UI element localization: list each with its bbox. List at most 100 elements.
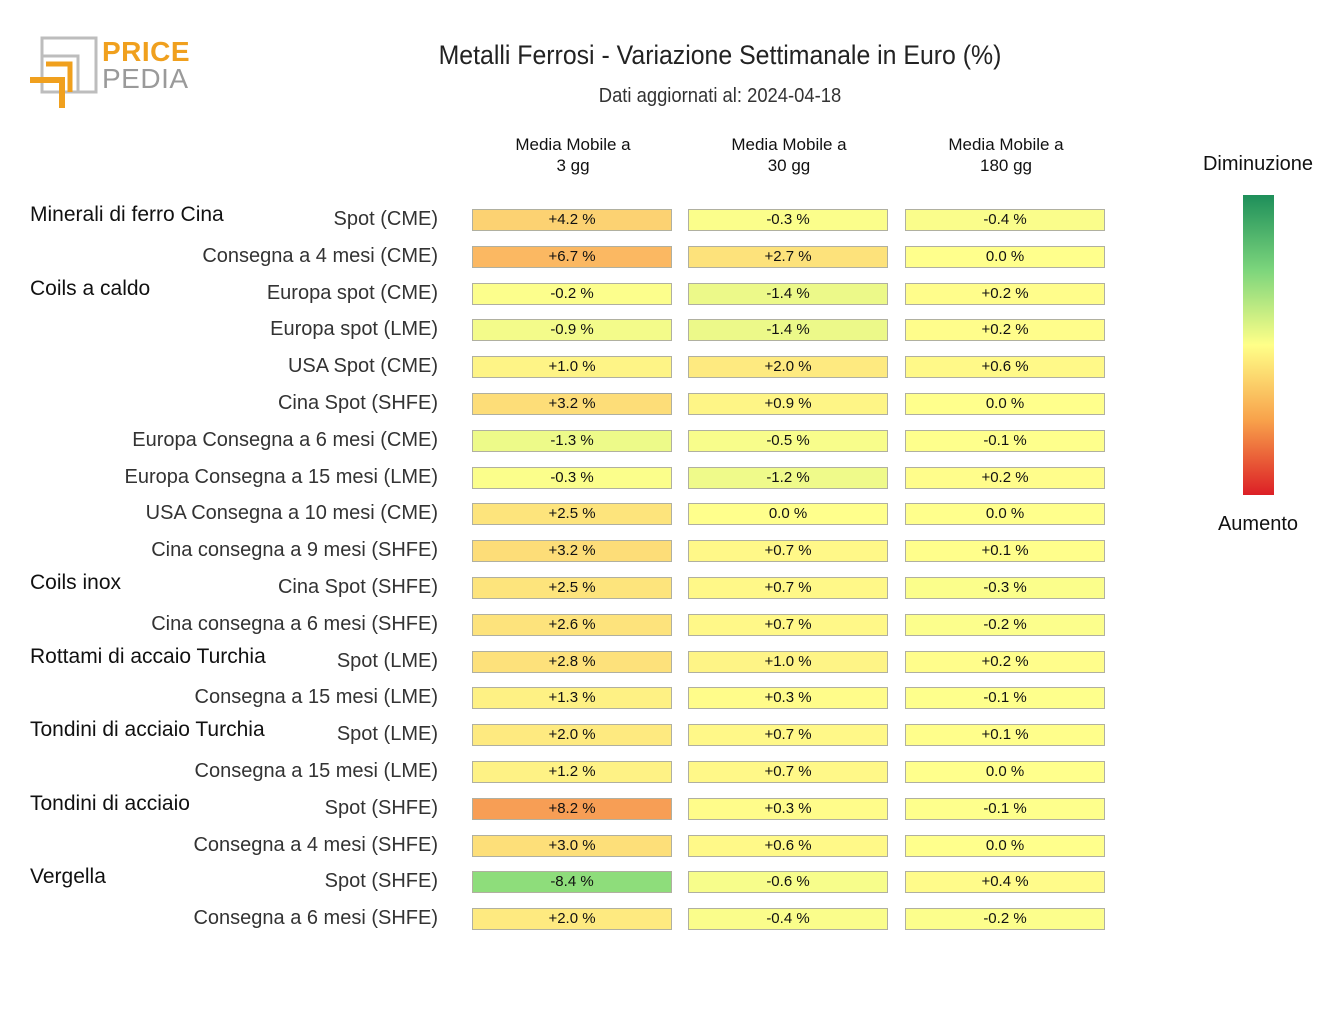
heatmap-cell: 0.0 % — [905, 393, 1105, 415]
row-label: Consegna a 4 mesi (CME) — [202, 244, 438, 267]
row-label: Cina Spot (SHFE) — [277, 392, 438, 414]
row-label: Cina Spot (SHFE) — [277, 576, 438, 598]
row-label: Spot (LME) — [336, 649, 438, 672]
heatmap-cell: -1.3 % — [472, 429, 672, 452]
heatmap-cell: +2.5 % — [472, 503, 672, 526]
legend-top-label: Diminuzione — [1202, 153, 1314, 175]
heatmap-cell: +0.3 % — [688, 797, 888, 820]
heatmap-cell: +0.4 % — [905, 871, 1105, 894]
row-label: Consegna a 15 mesi (LME) — [194, 760, 438, 782]
column-header-line: Media Mobile a — [731, 135, 847, 154]
heatmap-cell: -8.4 % — [472, 871, 672, 894]
heatmap-cell: -0.1 % — [905, 429, 1105, 452]
heatmap-cell: +0.2 % — [905, 650, 1105, 673]
heatmap-cell: -0.3 % — [905, 577, 1105, 599]
column-header-line: Media Mobile a — [948, 135, 1064, 154]
legend-bottom-label: Aumento — [1217, 513, 1299, 535]
heatmap-cell: 0.0 % — [905, 245, 1105, 268]
row-label: Consegna a 4 mesi (SHFE) — [193, 833, 438, 856]
heatmap-cell: +2.7 % — [688, 245, 888, 268]
heatmap-cell: +0.2 % — [905, 466, 1105, 489]
row-label: Europa spot (CME) — [266, 281, 438, 304]
group-label: Minerali di ferro Cina — [30, 203, 224, 226]
column-header-2: Media Mobile a 30 gg — [688, 134, 890, 176]
heatmap-cell: +0.7 % — [688, 724, 888, 747]
heatmap-cell: +1.3 % — [472, 687, 672, 710]
row-label: Cina consegna a 9 mesi (SHFE) — [151, 539, 438, 562]
heatmap-cell: +0.1 % — [905, 540, 1105, 563]
heatmap-cell: +3.0 % — [472, 834, 672, 857]
group-label: Rottami di accaio Turchia — [30, 644, 266, 668]
heatmap-cell: 0.0 % — [905, 503, 1105, 526]
column-header-1: Media Mobile a 3 gg — [472, 134, 674, 176]
row-label: Spot (CME) — [333, 208, 438, 230]
heatmap-cell: -0.4 % — [688, 908, 888, 931]
heatmap-cell: +0.6 % — [688, 834, 888, 857]
heatmap-cell: +0.7 % — [688, 761, 888, 783]
heatmap-cell: +2.0 % — [472, 724, 672, 747]
heatmap-cell: +0.7 % — [688, 540, 888, 563]
heatmap-cell: +0.3 % — [688, 687, 888, 710]
heatmap-cell: +2.0 % — [688, 356, 888, 379]
row-label: Europa Consegna a 15 mesi (LME) — [124, 465, 439, 488]
row-label: Europa Consegna a 6 mesi (CME) — [132, 428, 438, 451]
group-label: Coils inox — [30, 571, 122, 594]
heatmap-cell: +0.2 % — [905, 319, 1105, 342]
chart-title: Metalli Ferrosi - Variazione Settimanale… — [438, 40, 1002, 70]
heatmap-cell: -0.3 % — [472, 466, 672, 489]
heatmap-cell: -0.4 % — [905, 209, 1105, 231]
logo-mark-icon — [30, 36, 98, 108]
heatmap-cell: +1.0 % — [688, 650, 888, 673]
heatmap-cell: +1.2 % — [472, 761, 672, 783]
heatmap-cell: 0.0 % — [688, 503, 888, 526]
column-header-line: 180 gg — [980, 156, 1032, 175]
heatmap-cell: -1.4 % — [688, 319, 888, 342]
heatmap-cell: +0.1 % — [905, 724, 1105, 747]
group-label: Tondini di acciaio — [30, 791, 190, 815]
group-label: Coils a caldo — [30, 276, 151, 300]
heatmap-cell: +8.2 % — [472, 797, 672, 820]
heatmap-cell: -0.2 % — [905, 908, 1105, 931]
heatmap-cell: -0.6 % — [688, 871, 888, 894]
heatmap-cell: +1.0 % — [472, 356, 672, 379]
chart-subtitle: Dati aggiornati al: 2024-04-18 — [598, 85, 842, 107]
column-header-line: 3 gg — [556, 156, 590, 175]
heatmap-cell: +0.6 % — [905, 356, 1105, 379]
column-header-3: Media Mobile a 180 gg — [905, 134, 1107, 176]
heatmap-cell: +2.0 % — [472, 908, 672, 931]
pricepedia-logo: PRICE PEDIA — [28, 36, 191, 110]
heatmap-cell: -0.1 % — [905, 687, 1105, 710]
logo-text-price: PRICE — [102, 36, 191, 67]
heatmap-cell: +0.9 % — [688, 393, 888, 415]
group-label: Tondini di acciaio Turchia — [30, 718, 265, 742]
heatmap-cell: +3.2 % — [472, 540, 672, 563]
row-label: Spot (LME) — [336, 723, 438, 746]
row-label: USA Spot (CME) — [287, 355, 438, 378]
heatmap-cell: -0.2 % — [472, 282, 672, 305]
row-label: Spot (SHFE) — [324, 796, 438, 819]
heatmap-cell: 0.0 % — [905, 761, 1105, 783]
heatmap-cell: +3.2 % — [472, 393, 672, 415]
heatmap-cell: -0.5 % — [688, 429, 888, 452]
heatmap-cell: -0.9 % — [472, 319, 672, 342]
row-label: Europa spot (LME) — [270, 318, 438, 341]
heatmap-cell: -0.1 % — [905, 797, 1105, 820]
heatmap-cell: +0.7 % — [688, 613, 888, 636]
heatmap-cell: +2.8 % — [472, 650, 672, 673]
heatmap-cell: -1.4 % — [688, 282, 888, 305]
row-label: Spot (SHFE) — [324, 870, 438, 893]
color-scale-bar — [1243, 195, 1274, 495]
row-label: Consegna a 6 mesi (SHFE) — [193, 907, 438, 930]
logo-text-pedia: PEDIA — [102, 63, 189, 94]
heatmap-cell: +6.7 % — [472, 245, 672, 268]
heatmap-cell: +2.5 % — [472, 577, 672, 599]
group-label: Vergella — [30, 865, 106, 889]
heatmap-cell: +0.7 % — [688, 577, 888, 599]
heatmap-cell: -0.3 % — [688, 209, 888, 231]
row-label: Cina consegna a 6 mesi (SHFE) — [151, 612, 438, 635]
heatmap-cell: +0.2 % — [905, 282, 1105, 305]
heatmap-cell: -0.2 % — [905, 613, 1105, 636]
heatmap-cell: +2.6 % — [472, 613, 672, 636]
column-header-line: 30 gg — [767, 156, 811, 175]
